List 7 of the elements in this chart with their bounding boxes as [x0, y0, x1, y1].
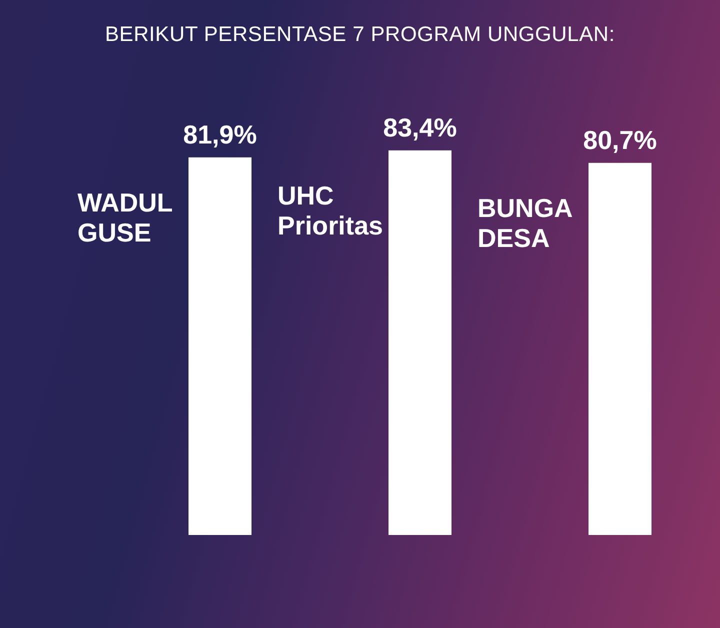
- x-tick-label: UHC Prioritas: [278, 180, 383, 241]
- x-tick-label: WADUL GUSE: [78, 188, 173, 248]
- data-label: 81,9%: [183, 119, 257, 150]
- data-label: 80,7%: [583, 124, 657, 155]
- chart-title: BERIKUT PERSENTASE 7 PROGRAM UNGGULAN:: [104, 22, 616, 48]
- x-tick-label: BUNGA DESA: [478, 193, 574, 254]
- data-label: 83,4%: [383, 112, 457, 142]
